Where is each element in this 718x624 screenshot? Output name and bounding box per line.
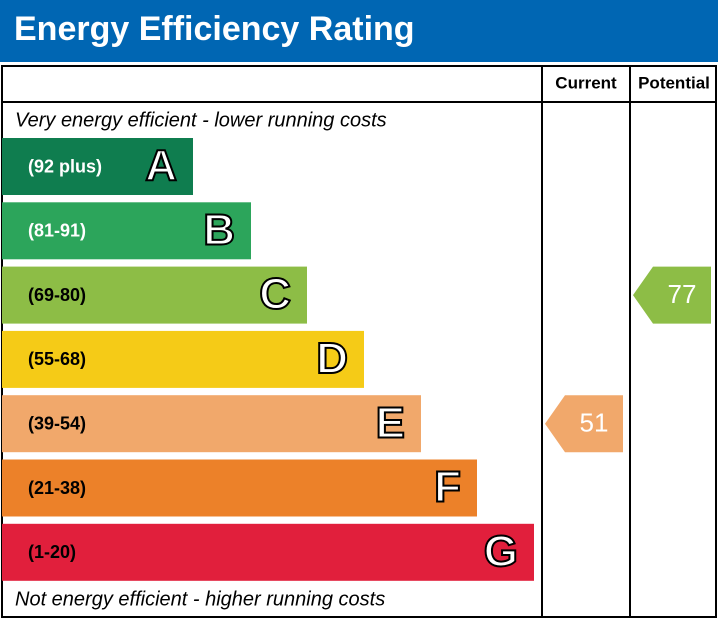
- rating-arrow: [633, 266, 711, 324]
- band-range: (39-54): [28, 413, 86, 433]
- header-bar: [0, 0, 718, 62]
- band: [2, 523, 534, 581]
- band: [2, 138, 193, 195]
- band: [2, 330, 364, 388]
- band-range: (55-68): [28, 349, 86, 369]
- band-range: (69-80): [28, 285, 86, 305]
- rating-value: 77: [668, 279, 697, 309]
- band: [2, 395, 421, 453]
- band-letter: D: [316, 334, 348, 383]
- top-note: Very energy efficient - lower running co…: [15, 109, 387, 131]
- column-header: Potential: [638, 73, 710, 92]
- column-header: Current: [555, 73, 617, 92]
- rating-arrow: [545, 395, 623, 453]
- band-letter: E: [376, 398, 405, 447]
- band: [2, 459, 477, 517]
- band-range: (81-91): [28, 221, 86, 241]
- bottom-note: Not energy efficient - higher running co…: [15, 588, 385, 610]
- band-letter: F: [434, 463, 461, 512]
- chart-title: Energy Efficiency Rating: [14, 10, 415, 48]
- band-range: (21-38): [28, 478, 86, 498]
- band-letter: A: [145, 141, 177, 190]
- rating-value: 51: [580, 408, 609, 438]
- band-letter: G: [484, 527, 518, 576]
- band-range: (1-20): [28, 542, 76, 562]
- band-letter: C: [259, 270, 291, 319]
- band: [2, 202, 251, 260]
- band-letter: B: [203, 205, 235, 254]
- band: [2, 266, 307, 324]
- band-range: (92 plus): [28, 156, 102, 176]
